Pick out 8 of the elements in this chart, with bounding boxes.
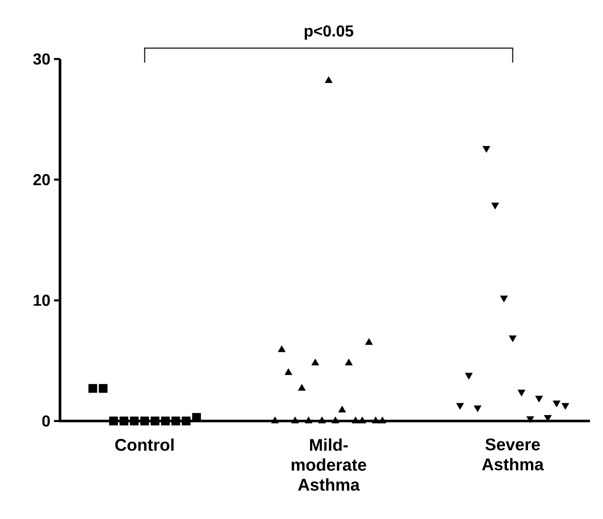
x-tick-label: Mild-moderate Asthma [292, 438, 366, 491]
y-tick-label: 30 [33, 53, 50, 65]
text: p<0.05 [304, 25, 354, 40]
y-tick-label: 0 [42, 415, 50, 427]
x-tick-label: Control [115, 438, 174, 451]
y-tick-label: 20 [33, 174, 50, 186]
y-tick-label: 10 [34, 294, 50, 306]
x-tick-label: Severe Asthma [482, 438, 544, 470]
